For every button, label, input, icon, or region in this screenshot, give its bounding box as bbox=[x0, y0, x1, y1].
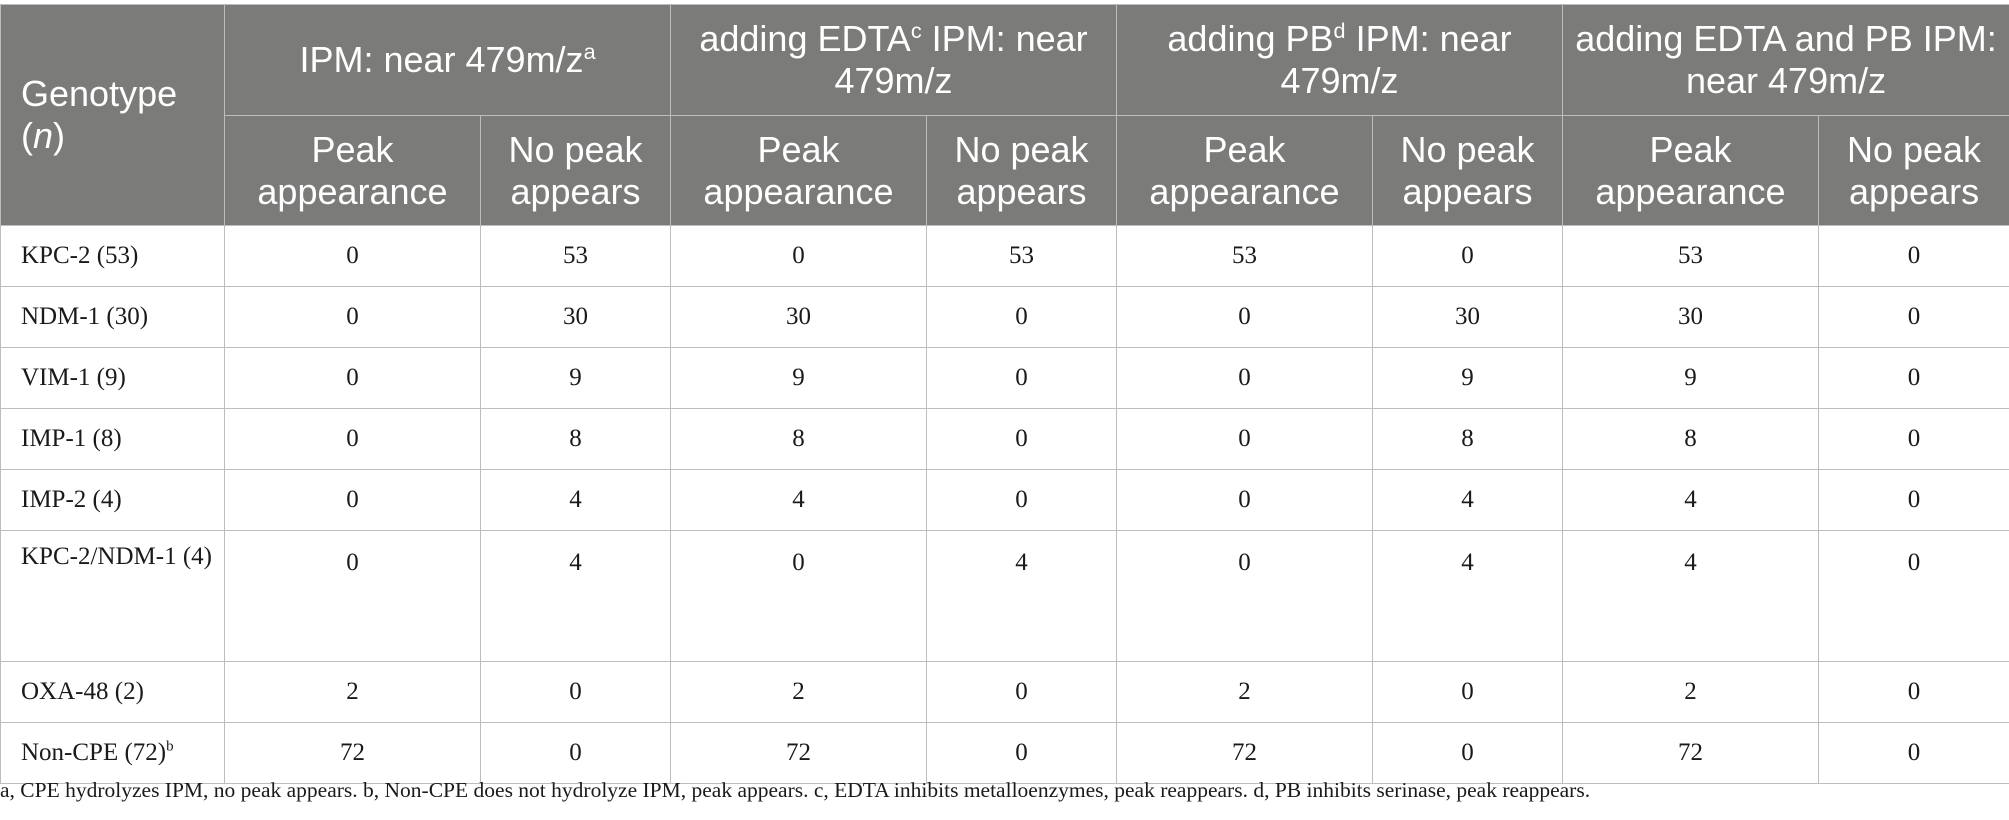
value-cell: 0 bbox=[479, 661, 672, 723]
table-row: OXA-48 (2) 2 0 2 0 2 0 2 0 bbox=[0, 661, 2009, 723]
value-cell: 0 bbox=[1372, 225, 1564, 287]
value-cell: 0 bbox=[926, 469, 1118, 531]
genotype-header: Genotype (n) bbox=[0, 4, 225, 226]
results-table: Genotype (n) IPM: near 479m/za adding EDT… bbox=[0, 4, 2009, 784]
table-row: KPC-2 (53) 0 53 0 53 53 0 53 0 bbox=[0, 225, 2009, 287]
value-cell: 0 bbox=[1818, 408, 2009, 470]
value-cell: 72 bbox=[224, 722, 481, 784]
value-cell: 30 bbox=[1562, 286, 1820, 348]
value-cell: 4 bbox=[479, 469, 672, 531]
value-cell: 0 bbox=[1818, 661, 2009, 723]
genotype-cell: NDM-1 (30) bbox=[0, 286, 225, 348]
value-cell: 8 bbox=[479, 408, 672, 470]
genotype-cell: KPC-2/NDM-1 (4) bbox=[0, 530, 225, 662]
value-cell: 53 bbox=[1562, 225, 1820, 287]
value-cell: 8 bbox=[1372, 408, 1564, 470]
value-cell: 4 bbox=[1372, 469, 1564, 531]
value-cell: 4 bbox=[926, 530, 1118, 662]
value-cell: 0 bbox=[1116, 530, 1374, 662]
genotype-cell: VIM-1 (9) bbox=[0, 347, 225, 409]
value-cell: 8 bbox=[670, 408, 928, 470]
table-row: IMP-2 (4) 0 4 4 0 0 4 4 0 bbox=[0, 469, 2009, 531]
value-cell: 0 bbox=[1818, 469, 2009, 531]
value-cell: 4 bbox=[479, 530, 672, 662]
value-cell: 0 bbox=[1372, 722, 1564, 784]
genotype-cell: KPC-2 (53) bbox=[0, 225, 225, 287]
table-row: KPC-2/NDM-1 (4) 0 4 0 4 0 4 4 0 bbox=[0, 530, 2009, 662]
value-cell: 2 bbox=[670, 661, 928, 723]
results-table-container: Genotype (n) IPM: near 479m/za adding EDT… bbox=[0, 4, 2009, 784]
value-cell: 0 bbox=[670, 530, 928, 662]
value-cell: 0 bbox=[926, 661, 1118, 723]
value-cell: 0 bbox=[926, 408, 1118, 470]
subheader-no-peak: No peak appears bbox=[1818, 115, 2009, 226]
group-header-edta: adding EDTAc IPM: near 479m/z bbox=[670, 4, 1118, 116]
group-header-edta-pb: adding EDTA and PB IPM: near 479m/z bbox=[1562, 4, 2009, 116]
genotype-cell: Non-CPE (72)b bbox=[0, 722, 225, 784]
value-cell: 0 bbox=[1818, 722, 2009, 784]
subheader-peak: Peak appearance bbox=[1562, 115, 1820, 226]
value-cell: 0 bbox=[224, 469, 481, 531]
value-cell: 9 bbox=[479, 347, 672, 409]
value-cell: 0 bbox=[1116, 408, 1374, 470]
value-cell: 8 bbox=[1562, 408, 1820, 470]
genotype-cell: IMP-2 (4) bbox=[0, 469, 225, 531]
value-cell: 30 bbox=[670, 286, 928, 348]
table-footnote: a, CPE hydrolyzes IPM, no peak appears. … bbox=[0, 778, 1591, 802]
value-cell: 0 bbox=[926, 722, 1118, 784]
value-cell: 0 bbox=[1116, 286, 1374, 348]
value-cell: 0 bbox=[1818, 225, 2009, 287]
value-cell: 0 bbox=[1818, 347, 2009, 409]
subheader-peak: Peak appearance bbox=[224, 115, 481, 226]
value-cell: 0 bbox=[1116, 347, 1374, 409]
value-cell: 53 bbox=[479, 225, 672, 287]
value-cell: 72 bbox=[1562, 722, 1820, 784]
table-row: IMP-1 (8) 0 8 8 0 0 8 8 0 bbox=[0, 408, 2009, 470]
value-cell: 0 bbox=[1818, 530, 2009, 662]
value-cell: 0 bbox=[479, 722, 672, 784]
value-cell: 9 bbox=[1372, 347, 1564, 409]
value-cell: 53 bbox=[1116, 225, 1374, 287]
value-cell: 0 bbox=[670, 225, 928, 287]
value-cell: 72 bbox=[670, 722, 928, 784]
value-cell: 0 bbox=[224, 347, 481, 409]
value-cell: 4 bbox=[1562, 469, 1820, 531]
subheader-peak: Peak appearance bbox=[670, 115, 928, 226]
value-cell: 4 bbox=[1562, 530, 1820, 662]
genotype-cell: IMP-1 (8) bbox=[0, 408, 225, 470]
value-cell: 0 bbox=[224, 286, 481, 348]
value-cell: 0 bbox=[1116, 469, 1374, 531]
table-header: Genotype (n) IPM: near 479m/za adding EDT… bbox=[0, 4, 2009, 226]
group-header-ipm: IPM: near 479m/za bbox=[223, 4, 672, 116]
value-cell: 53 bbox=[926, 225, 1118, 287]
group-header-pb: adding PBd IPM: near 479m/z bbox=[1116, 4, 1564, 116]
value-cell: 0 bbox=[1818, 286, 2009, 348]
value-cell: 0 bbox=[1372, 661, 1564, 723]
table-row: Non-CPE (72)b 72 0 72 0 72 0 72 0 bbox=[0, 722, 2009, 784]
genotype-cell: OXA-48 (2) bbox=[0, 661, 225, 723]
value-cell: 30 bbox=[1372, 286, 1564, 348]
subheader-no-peak: No peak appears bbox=[1372, 115, 1564, 226]
value-cell: 2 bbox=[224, 661, 481, 723]
value-cell: 0 bbox=[224, 530, 481, 662]
value-cell: 72 bbox=[1116, 722, 1374, 784]
table-body: KPC-2 (53) 0 53 0 53 53 0 53 0 NDM-1 (30) 0 30 30 0 0 3… bbox=[0, 225, 2009, 784]
value-cell: 9 bbox=[1562, 347, 1820, 409]
value-cell: 30 bbox=[479, 286, 672, 348]
value-cell: 2 bbox=[1116, 661, 1374, 723]
value-cell: 2 bbox=[1562, 661, 1820, 723]
subheader-no-peak: No peak appears bbox=[479, 115, 672, 226]
table-row: VIM-1 (9) 0 9 9 0 0 9 9 0 bbox=[0, 347, 2009, 409]
table-row: NDM-1 (30) 0 30 30 0 0 30 30 0 bbox=[0, 286, 2009, 348]
value-cell: 0 bbox=[224, 408, 481, 470]
value-cell: 4 bbox=[1372, 530, 1564, 662]
value-cell: 4 bbox=[670, 469, 928, 531]
subheader-no-peak: No peak appears bbox=[926, 115, 1118, 226]
value-cell: 0 bbox=[926, 347, 1118, 409]
subheader-peak: Peak appearance bbox=[1116, 115, 1374, 226]
value-cell: 0 bbox=[926, 286, 1118, 348]
value-cell: 9 bbox=[670, 347, 928, 409]
value-cell: 0 bbox=[224, 225, 481, 287]
